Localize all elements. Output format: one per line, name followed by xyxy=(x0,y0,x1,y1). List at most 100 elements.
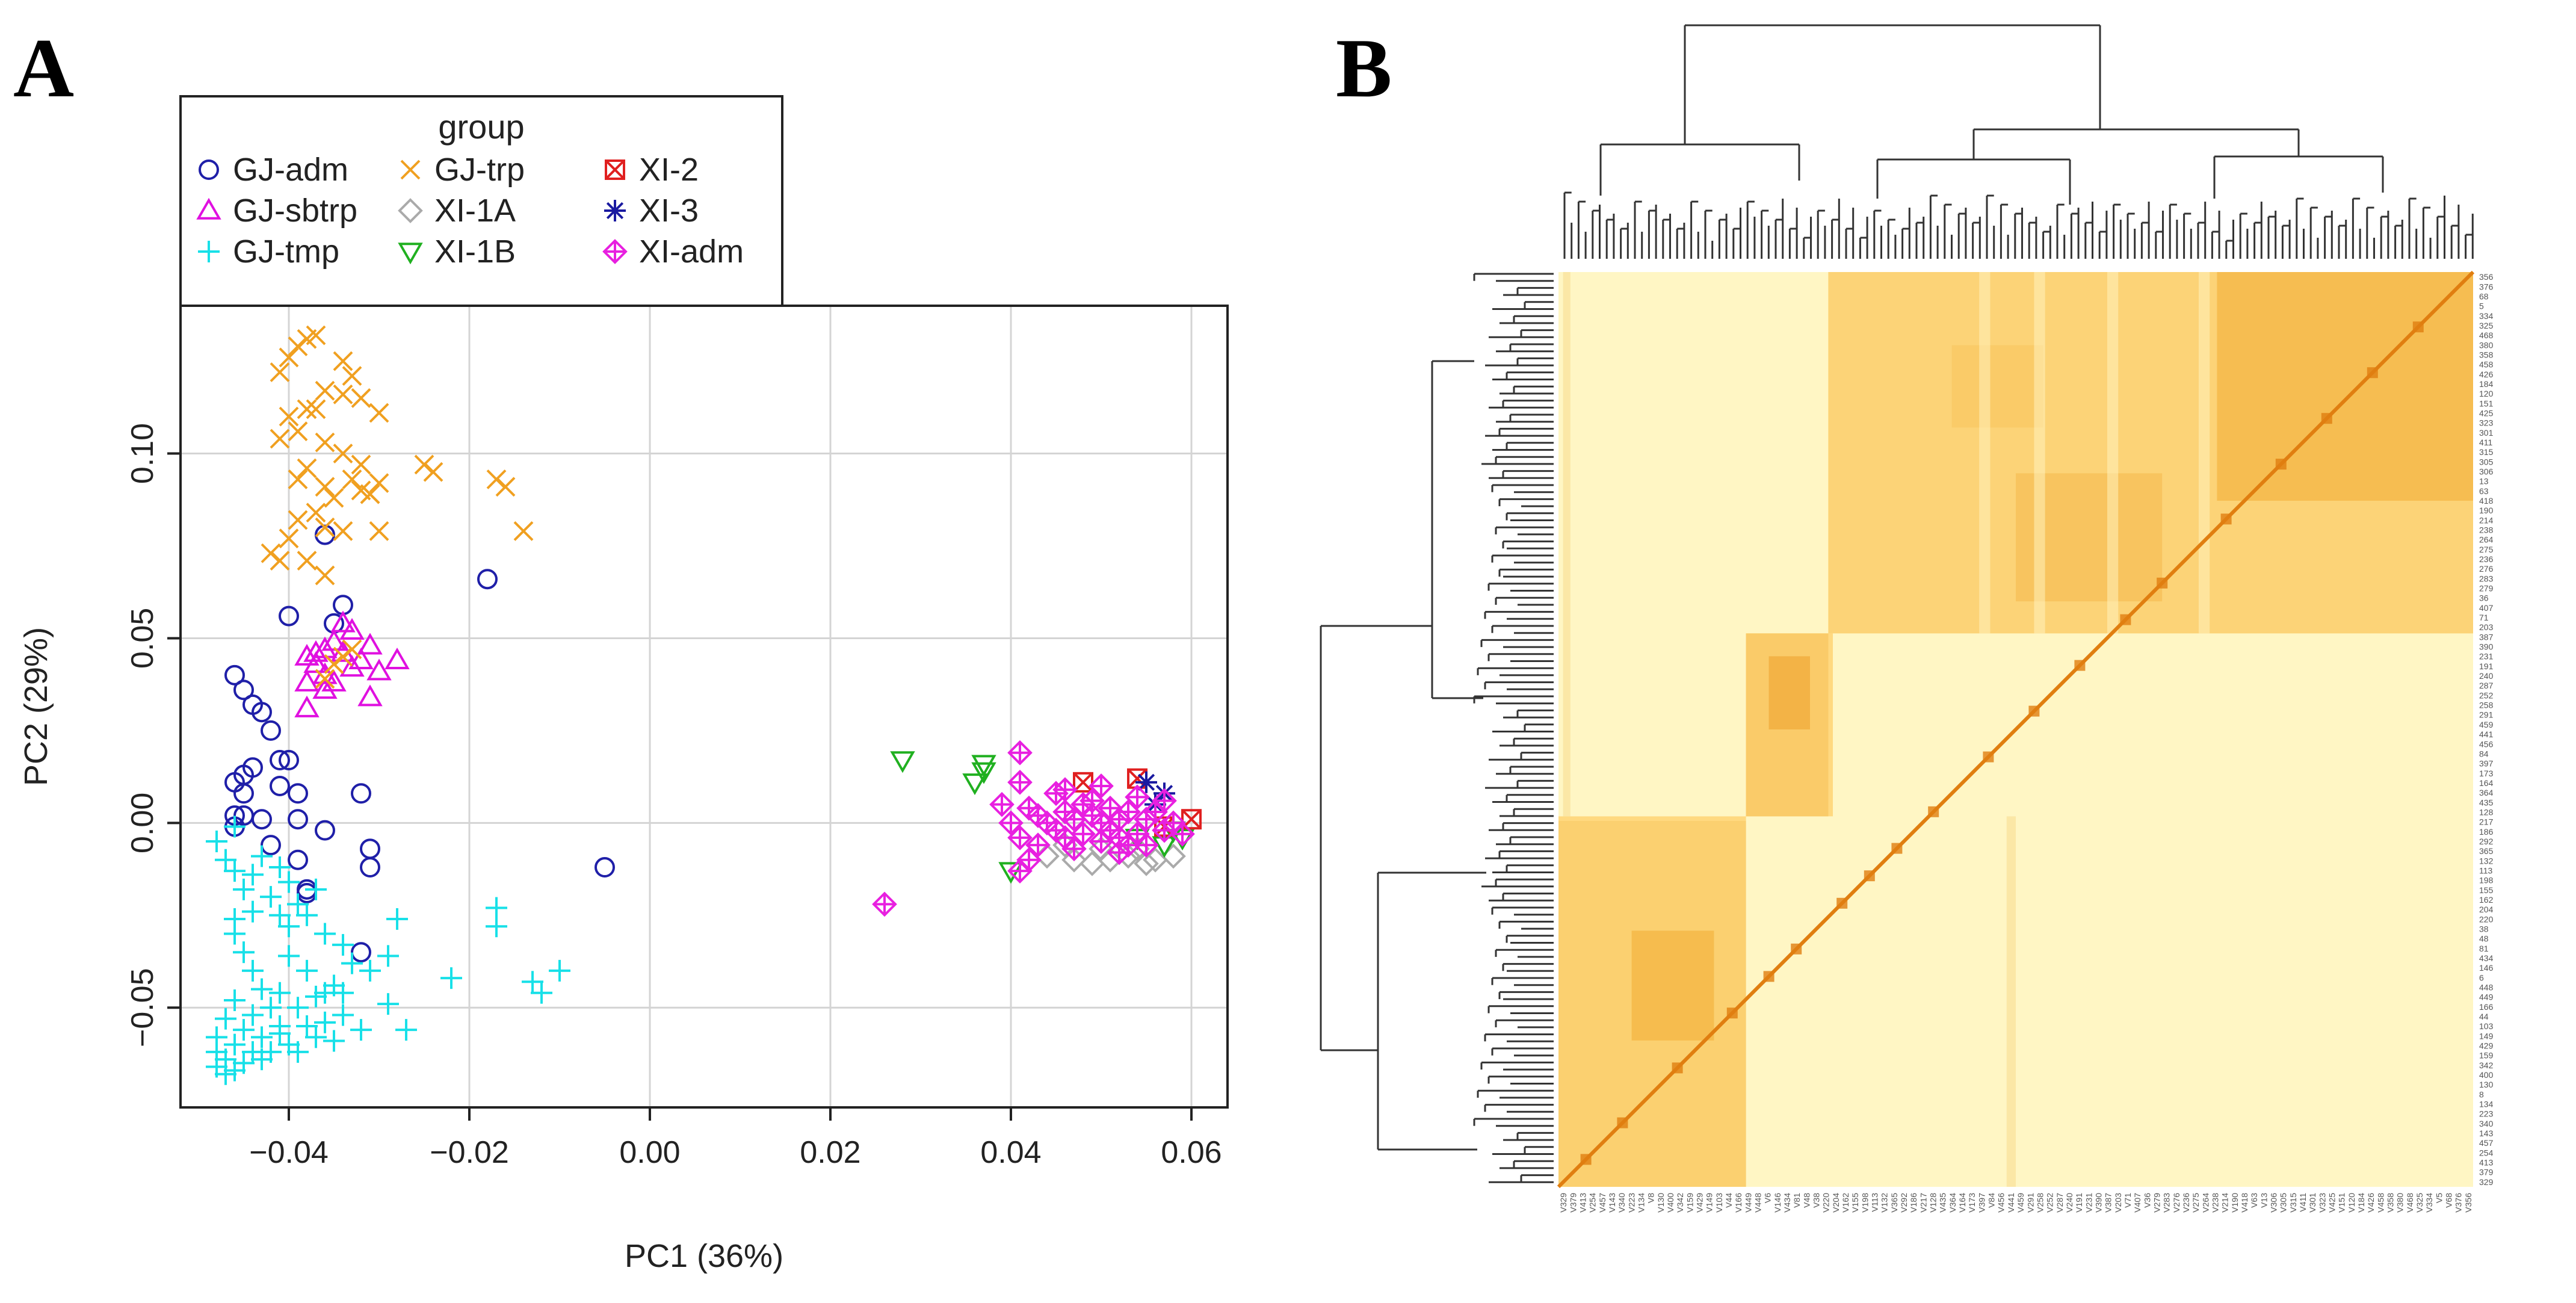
data-point xyxy=(341,952,363,974)
marker-shape xyxy=(971,755,996,777)
data-point xyxy=(215,1063,236,1085)
marker-shape xyxy=(351,388,371,408)
heat-subblock xyxy=(1631,930,1714,1041)
row-label: 283 xyxy=(2479,574,2494,583)
series-gj-trp xyxy=(261,325,534,689)
data-point xyxy=(251,845,273,867)
row-label: 13 xyxy=(2479,477,2489,486)
column-label: V134 xyxy=(1636,1193,1646,1213)
row-label: 5 xyxy=(2479,302,2484,311)
marker-shape xyxy=(333,384,353,404)
heat-diag-cell xyxy=(1791,943,1802,955)
row-label: 155 xyxy=(2479,885,2494,895)
heat-diag-cell xyxy=(1617,1117,1628,1128)
marker-shape xyxy=(324,654,344,674)
x-tick-label: 0.02 xyxy=(800,1135,860,1170)
data-point xyxy=(251,978,273,1000)
data-point xyxy=(261,835,281,856)
marker-shape xyxy=(342,469,362,489)
marker-shape xyxy=(315,477,335,497)
marker-shape xyxy=(315,380,335,401)
pca-scatter-panel: −0.04 −0.02 0.00 0.02 0.04 0.06 −0.05 0.00 0.05… xyxy=(18,95,1229,1274)
heat-diag-cell xyxy=(1726,1007,1738,1019)
marker-shape xyxy=(279,528,299,549)
marker-shape xyxy=(366,658,392,681)
column-label: V306 xyxy=(2269,1193,2279,1213)
row-label: 186 xyxy=(2479,827,2494,837)
column-label: V143 xyxy=(1607,1193,1617,1213)
column-label: V217 xyxy=(1918,1193,1928,1213)
row-label: 301 xyxy=(2479,428,2494,438)
data-point xyxy=(278,871,300,893)
data-point xyxy=(233,783,254,804)
data-point xyxy=(288,783,308,804)
data-point xyxy=(314,1011,336,1033)
data-point xyxy=(342,469,362,489)
data-point xyxy=(486,897,507,919)
marker-shape xyxy=(297,399,317,419)
column-label: V448 xyxy=(1753,1193,1762,1213)
column-label: V365 xyxy=(1889,1193,1899,1213)
data-point xyxy=(224,816,246,838)
x-tick-label: −0.02 xyxy=(430,1135,509,1170)
marker-shape xyxy=(252,702,272,723)
data-point xyxy=(1025,832,1051,858)
marker-shape xyxy=(385,648,410,670)
heat-subblock xyxy=(1951,345,2043,428)
data-point xyxy=(1107,806,1132,832)
x-tick-label: 0.00 xyxy=(619,1135,680,1170)
data-point xyxy=(260,886,282,908)
column-label: V435 xyxy=(1938,1193,1948,1213)
marker-shape xyxy=(606,202,624,220)
row-label: 457 xyxy=(2479,1138,2494,1148)
row-label: 203 xyxy=(2479,622,2494,632)
row-label: 356 xyxy=(2479,272,2494,282)
data-point xyxy=(377,945,399,967)
marker-shape xyxy=(1073,772,1093,793)
y-axis: −0.05 0.00 0.05 0.10 xyxy=(125,423,181,1047)
row-label: 364 xyxy=(2479,788,2494,797)
data-point xyxy=(989,791,1015,817)
column-label: V258 xyxy=(2035,1193,2045,1213)
column-label: V48 xyxy=(1802,1193,1811,1208)
data-point xyxy=(233,1019,255,1041)
row-label: 456 xyxy=(2479,739,2494,749)
data-point xyxy=(306,325,326,345)
marker-shape xyxy=(294,669,320,692)
heat-diag-cell xyxy=(1928,806,1939,817)
data-point xyxy=(1089,829,1114,854)
column-label: V223 xyxy=(1626,1193,1636,1213)
row-label: 275 xyxy=(2479,545,2494,554)
row-label: 334 xyxy=(2479,311,2494,321)
row-label: 130 xyxy=(2479,1080,2494,1089)
column-label: V146 xyxy=(1773,1193,1782,1213)
marker-shape xyxy=(477,569,498,590)
x-axis: −0.04 −0.02 0.00 0.02 0.04 0.06 xyxy=(249,1107,1222,1170)
row-label: 379 xyxy=(2479,1168,2494,1177)
column-label: V191 xyxy=(2074,1193,2084,1213)
data-point xyxy=(377,993,399,1015)
marker-shape xyxy=(196,197,221,220)
data-point xyxy=(385,648,410,670)
column-label: V130 xyxy=(1656,1193,1666,1213)
marker-shape xyxy=(369,403,389,423)
marker-shape xyxy=(224,664,245,686)
marker-shape xyxy=(252,809,272,830)
data-point xyxy=(215,1007,236,1030)
marker-shape xyxy=(1061,847,1087,873)
data-point xyxy=(351,783,371,804)
data-point xyxy=(360,484,380,504)
row-label: 459 xyxy=(2479,720,2494,729)
marker-shape xyxy=(369,521,389,541)
marker-shape xyxy=(270,551,290,571)
row-label: 146 xyxy=(2479,963,2494,973)
marker-shape xyxy=(270,429,290,449)
data-point xyxy=(278,915,300,938)
column-label: V113 xyxy=(1870,1193,1880,1212)
row-label: 315 xyxy=(2479,447,2494,457)
data-point xyxy=(314,923,336,945)
data-point xyxy=(315,380,335,401)
data-point xyxy=(1125,784,1150,810)
data-point xyxy=(287,893,309,915)
column-label: V36 xyxy=(2142,1193,2152,1208)
